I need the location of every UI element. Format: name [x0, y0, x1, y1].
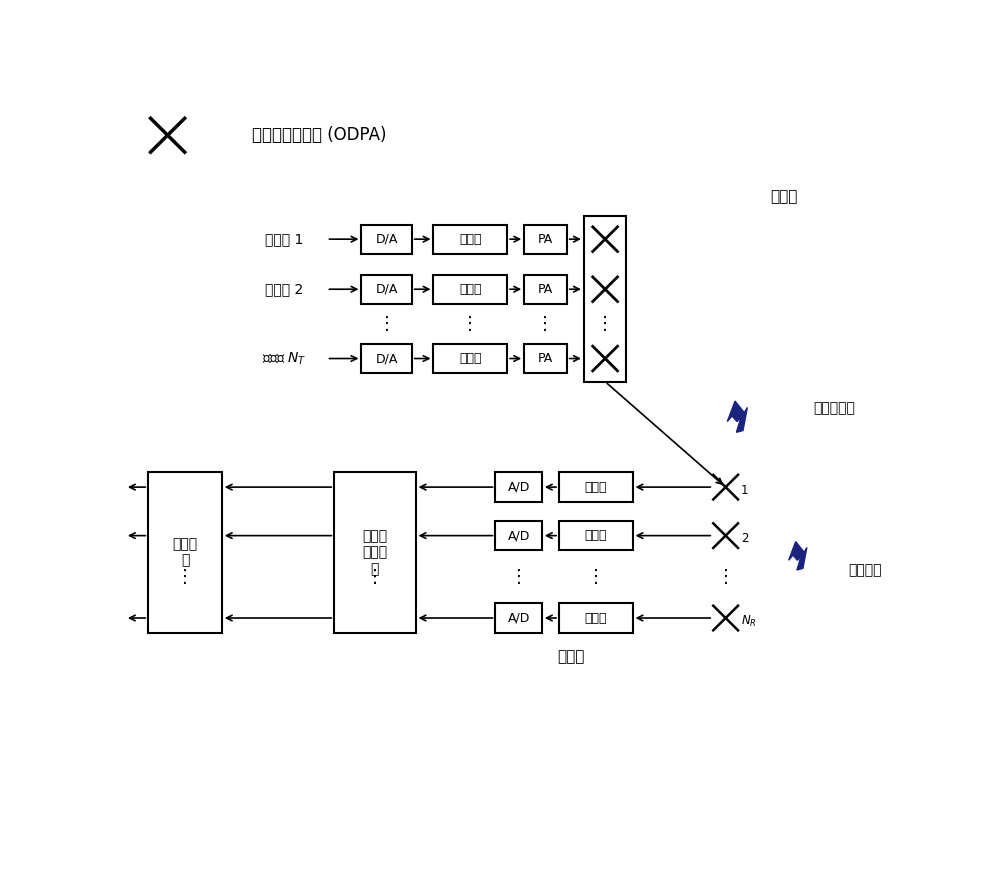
Text: A/D: A/D	[508, 480, 530, 494]
Text: D/A: D/A	[375, 283, 398, 296]
Bar	[495, 521, 542, 550]
Text: ⋮: ⋮	[536, 315, 554, 333]
Bar	[559, 472, 633, 502]
Text: PA: PA	[538, 283, 553, 296]
Bar	[361, 224, 412, 253]
Text: A/D: A/D	[508, 612, 530, 624]
Text: A/D: A/D	[508, 529, 530, 542]
Text: 接收机: 接收机	[557, 649, 584, 664]
Text: $N_R$: $N_R$	[741, 614, 757, 629]
Text: 上变频: 上变频	[459, 283, 482, 296]
Bar	[334, 472, 416, 633]
Text: ⋮: ⋮	[176, 568, 194, 585]
Text: 迫零检
测: 迫零检 测	[173, 538, 198, 568]
Bar	[559, 603, 633, 632]
Polygon shape	[789, 541, 807, 570]
Bar	[559, 521, 633, 550]
Text: 数据流 $N_T$: 数据流 $N_T$	[262, 351, 306, 366]
Polygon shape	[727, 401, 747, 433]
Text: PA: PA	[538, 232, 553, 245]
Bar	[584, 216, 626, 381]
Text: 极化斜
投影消
除: 极化斜 投影消 除	[362, 530, 388, 576]
Text: D/A: D/A	[375, 352, 398, 365]
Text: D/A: D/A	[375, 232, 398, 245]
Text: ⋮: ⋮	[510, 568, 528, 585]
Text: ⋮: ⋮	[378, 315, 396, 333]
Text: 期望信号: 期望信号	[848, 563, 882, 577]
Text: 数据流 1: 数据流 1	[265, 232, 303, 246]
Bar	[433, 275, 507, 304]
Text: 自干扰信号: 自干扰信号	[813, 402, 855, 416]
Text: ⋮: ⋮	[461, 315, 479, 333]
Bar	[524, 343, 567, 374]
Text: ⋮: ⋮	[596, 315, 614, 333]
Text: 下变频: 下变频	[585, 480, 607, 494]
Bar	[361, 343, 412, 374]
Bar	[433, 343, 507, 374]
Bar	[433, 224, 507, 253]
Text: 1: 1	[741, 484, 749, 497]
Bar	[495, 603, 542, 632]
Text: 上变频: 上变频	[459, 352, 482, 365]
Bar	[361, 275, 412, 304]
Bar	[495, 472, 542, 502]
Text: 发射机: 发射机	[770, 189, 797, 204]
Bar	[524, 275, 567, 304]
Text: ⋮: ⋮	[587, 568, 605, 585]
Text: 上变频: 上变频	[459, 232, 482, 245]
Text: 下变频: 下变频	[585, 529, 607, 542]
Text: PA: PA	[538, 352, 553, 365]
Bar	[524, 224, 567, 253]
Text: ⋮: ⋮	[717, 568, 735, 585]
Bar	[148, 472, 222, 633]
Text: 2: 2	[741, 532, 749, 545]
Text: ⋮: ⋮	[366, 568, 384, 585]
Text: 下变频: 下变频	[585, 612, 607, 624]
Text: 数据流 2: 数据流 2	[265, 283, 303, 296]
Text: ⋮: ⋮	[366, 568, 384, 585]
Text: 正交双极化天线 (ODPA): 正交双极化天线 (ODPA)	[252, 126, 386, 144]
